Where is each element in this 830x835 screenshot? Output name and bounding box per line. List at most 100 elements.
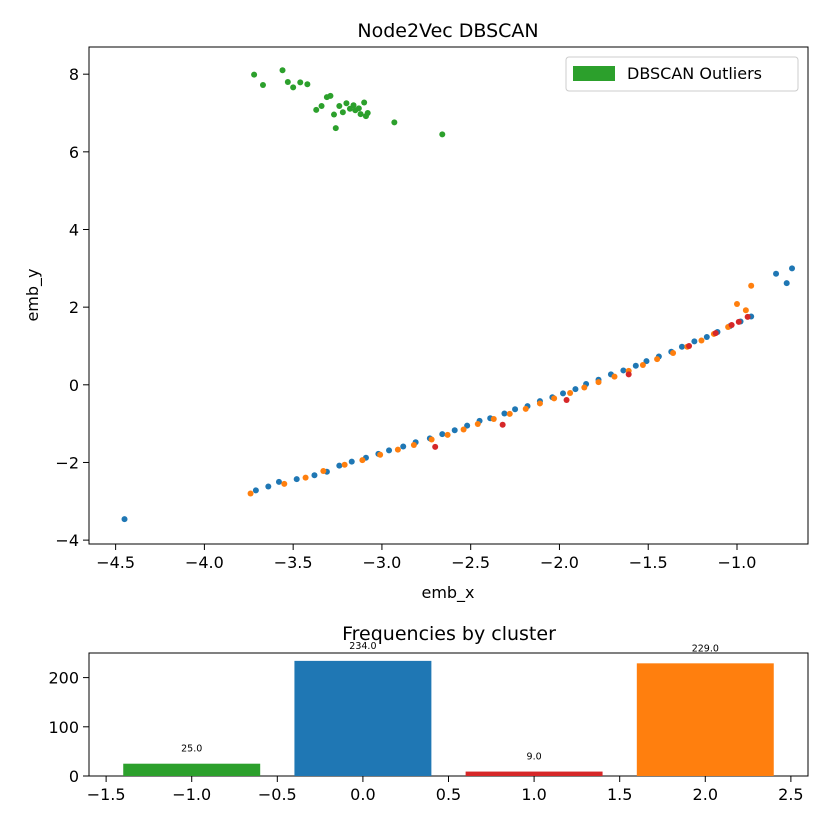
legend: DBSCAN Outliers (565, 56, 799, 92)
bar-data-label: 229.0 (692, 643, 719, 654)
scatter-point (728, 322, 735, 329)
y-tick-label: 0 (69, 767, 79, 786)
scatter-point (464, 422, 471, 429)
scatter-point (290, 84, 297, 91)
y-tick-label: 200 (48, 669, 79, 688)
x-tick-label: −2.5 (451, 553, 490, 572)
x-tick-label: −1.0 (718, 553, 757, 572)
y-tick-label: 8 (69, 65, 79, 84)
scatter-point (783, 280, 790, 287)
scatter-point (247, 490, 254, 497)
scatter-point (359, 457, 366, 464)
y-tick-label: 6 (69, 143, 79, 162)
scatter-plot-area (88, 46, 809, 545)
x-tick-label: −3.0 (362, 553, 401, 572)
x-tick-label: 1.0 (521, 785, 546, 804)
scatter-point (121, 516, 128, 523)
scatter-point (691, 338, 698, 345)
scatter-point (265, 483, 272, 490)
x-tick-label: 0.5 (436, 785, 461, 804)
y-tick-label: 100 (48, 718, 79, 737)
y-tick-label: 0 (69, 376, 79, 395)
scatter-point (567, 389, 574, 396)
bar-x-axis: −1.5 −1.0 −0.5 0.0 0.5 1.0 1.5 2.0 2.5 (87, 776, 804, 804)
scatter-point (595, 379, 602, 386)
scatter-point (698, 337, 705, 344)
scatter-x-axis: −4.5 −4.0 −3.5 −3.0 −2.5 −2.0 −1.5 −1.0 (96, 544, 756, 572)
scatter-point (252, 487, 259, 494)
x-tick-label: 2.0 (693, 785, 718, 804)
scatter-point (474, 421, 481, 428)
scatter-point (355, 105, 362, 112)
scatter-point (361, 99, 368, 106)
scatter-point (773, 270, 780, 277)
scatter-point (327, 92, 334, 99)
scatter-point (410, 441, 417, 448)
scatter-point (251, 71, 258, 78)
x-tick-label: −1.0 (172, 785, 211, 804)
scatter-point (364, 110, 371, 117)
x-tick-label: 0.0 (350, 785, 375, 804)
scatter-point (391, 119, 398, 126)
scatter-point (428, 436, 435, 443)
scatter-point (311, 472, 318, 479)
scatter-point (563, 396, 570, 403)
scatter-point (330, 111, 337, 118)
y-tick-label: 2 (69, 298, 79, 317)
y-tick-label: −4 (55, 531, 79, 550)
scatter-point (742, 307, 749, 314)
scatter-title: Node2Vec DBSCAN (357, 20, 538, 42)
scatter-point (336, 103, 343, 110)
scatter-point (654, 356, 661, 363)
scatter-point (703, 334, 710, 341)
scatter-x-axis-label: emb_x (421, 583, 474, 603)
bar-title: Frequencies by cluster (342, 623, 556, 645)
scatter-point (522, 405, 529, 412)
scatter-point (439, 131, 446, 138)
scatter-point (632, 362, 639, 369)
scatter-point (499, 421, 506, 428)
scatter-point (302, 474, 309, 481)
scatter-point (284, 78, 291, 85)
x-tick-label: 2.5 (778, 785, 803, 804)
scatter-y-axis-label: emb_y (23, 268, 43, 321)
scatter-point (735, 318, 742, 325)
scatter-point (512, 406, 519, 413)
scatter-point (572, 386, 579, 393)
x-tick-label: −4.5 (96, 553, 135, 572)
x-tick-label: −1.5 (629, 553, 668, 572)
scatter-point (304, 81, 311, 88)
bar (123, 763, 261, 776)
scatter-point (336, 462, 343, 469)
x-tick-label: −2.0 (540, 553, 579, 572)
scatter-point (293, 476, 300, 483)
scatter-point (377, 451, 384, 458)
scatter-point (744, 313, 751, 320)
scatter-point (350, 102, 357, 109)
y-tick-label: 4 (69, 220, 79, 239)
scatter-point (686, 342, 693, 349)
scatter-y-axis: −4 −2 0 2 4 6 8 (55, 65, 89, 550)
bar-data-label: 25.0 (181, 744, 202, 755)
x-tick-label: 1.5 (607, 785, 632, 804)
scatter-point (789, 265, 796, 272)
scatter-point (318, 103, 325, 110)
scatter-point (275, 478, 282, 485)
scatter-point (439, 431, 446, 438)
scatter-point (560, 390, 567, 397)
scatter-point (536, 400, 543, 407)
bar-chart: Frequencies by cluster 25.0 234.0 9.0 229.0… (48, 623, 809, 804)
bar-data-labels: 25.0 234.0 9.0 229.0 (181, 641, 719, 763)
bar-y-axis: 0 100 200 (48, 669, 89, 786)
scatter-point (501, 410, 508, 417)
scatter-point (639, 362, 646, 368)
legend-box (565, 56, 799, 92)
scatter-point (343, 100, 350, 107)
bar-data-label: 9.0 (527, 752, 542, 763)
scatter-point (341, 461, 348, 468)
bar (636, 663, 774, 776)
scatter-point (490, 415, 497, 422)
scatter-point (581, 384, 588, 391)
